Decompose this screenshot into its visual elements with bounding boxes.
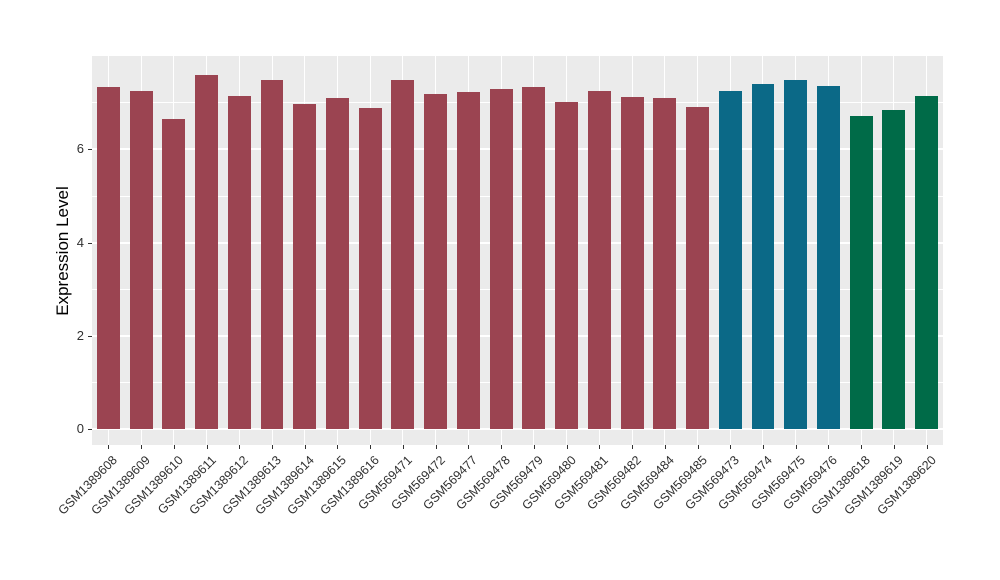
x-axis-tick: [239, 445, 241, 449]
gridline-major: [92, 334, 943, 337]
gridline-minor: [92, 102, 943, 104]
x-axis-tick: [272, 445, 274, 449]
bar-GSM1389611: [195, 74, 218, 429]
x-axis-tick: [435, 445, 437, 449]
x-axis-tick: [730, 445, 732, 449]
x-axis-tick: [664, 445, 666, 449]
bar-GSM1389613: [260, 80, 284, 429]
x-axis-tick: [599, 445, 601, 449]
x-axis-tick: [828, 445, 830, 449]
x-axis-tick: [861, 445, 863, 449]
y-axis-tick: [88, 335, 92, 337]
bar-GSM1389618: [849, 115, 873, 429]
bar-GSM1389610: [162, 119, 186, 429]
x-axis-tick: [337, 445, 339, 449]
bar-GSM1389612: [227, 96, 251, 429]
y-tick-label: 6: [76, 141, 84, 157]
bar-GSM1389619: [882, 109, 906, 429]
gridline-minor: [92, 195, 943, 197]
bar-GSM569484: [653, 98, 677, 429]
bar-GSM569479: [522, 87, 546, 429]
y-axis-tick: [88, 429, 92, 430]
bar-GSM569480: [555, 101, 579, 429]
x-axis-tick: [173, 445, 175, 449]
gridline-minor: [92, 381, 943, 383]
x-axis-tick: [632, 445, 634, 449]
x-axis-tick: [697, 445, 699, 449]
y-axis-title: Expression Level: [53, 185, 72, 316]
x-axis-tick: [501, 445, 503, 449]
x-axis-tick: [141, 445, 143, 449]
x-axis-tick: [108, 445, 110, 449]
y-tick-label: 4: [76, 234, 84, 250]
x-axis-tick: [468, 445, 470, 449]
x-axis-tick: [795, 445, 797, 449]
x-axis-tick: [370, 445, 372, 449]
bar-GSM1389609: [129, 90, 153, 429]
x-axis-tick: [206, 445, 208, 449]
gridline-major: [92, 428, 943, 430]
gridline-major: [92, 241, 943, 244]
y-axis-tick: [88, 242, 92, 244]
bar-GSM569478: [489, 88, 513, 429]
x-axis-tick: [566, 445, 568, 449]
y-tick-label: 2: [76, 327, 84, 343]
x-axis-tick: [304, 445, 306, 449]
bar-GSM569481: [587, 90, 611, 429]
bar-GSM1389615: [326, 98, 349, 429]
x-axis-tick: [762, 445, 764, 449]
bar-GSM569485: [686, 107, 709, 429]
bar-GSM569477: [456, 91, 480, 429]
bar-GSM569476: [816, 85, 840, 429]
plot-panel: [92, 56, 943, 445]
gridline-major: [92, 148, 943, 151]
bar-GSM569474: [751, 84, 775, 429]
y-axis-tick: [88, 149, 92, 151]
x-axis-tick: [402, 445, 404, 449]
x-axis-tick: [893, 445, 895, 449]
bar-GSM569482: [620, 97, 644, 429]
gridline-minor: [92, 288, 943, 290]
x-axis-tick: [533, 445, 535, 449]
bar-GSM569473: [718, 91, 742, 429]
bar-GSM569471: [391, 79, 415, 429]
bar-GSM569475: [784, 80, 808, 429]
bar-GSM569472: [424, 94, 448, 429]
bar-GSM1389620: [915, 96, 939, 429]
bar-GSM1389616: [358, 108, 382, 429]
bar-GSM1389614: [293, 104, 317, 429]
bar-GSM1389608: [96, 87, 120, 429]
x-axis-tick: [926, 445, 928, 449]
y-tick-label: 0: [76, 421, 84, 436]
